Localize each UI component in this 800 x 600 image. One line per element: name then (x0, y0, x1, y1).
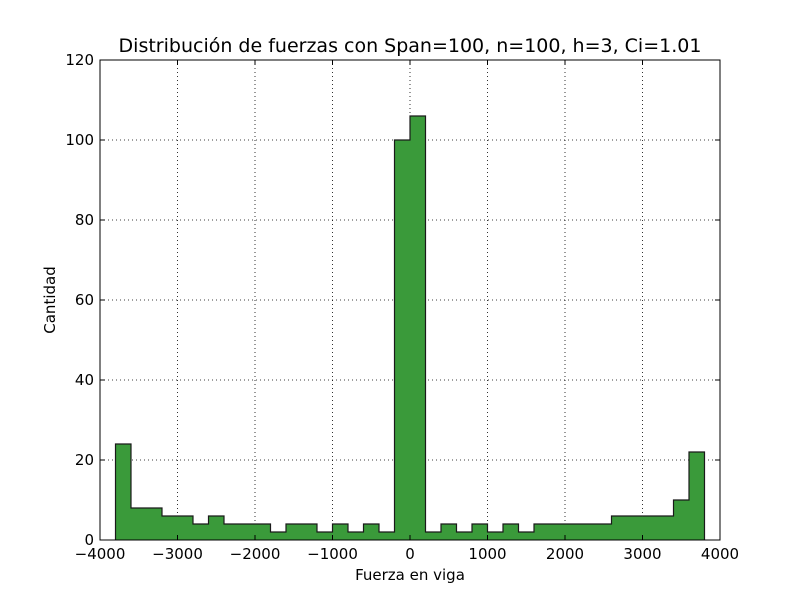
histogram-outline (114, 115, 706, 540)
x-tick-label: 2000 (546, 545, 584, 563)
histogram-bar (348, 532, 364, 540)
plot-frame (99, 59, 721, 541)
x-tick-labels: −4000 −3000 −2000 −1000 0 1000 2000 3000 4000 (75, 545, 739, 563)
histogram-bar (208, 516, 224, 540)
x-tick-label: 3000 (623, 545, 661, 563)
x-tick-label: 4000 (701, 545, 739, 563)
histogram-bar (394, 140, 410, 540)
y-tick-label: 0 (84, 531, 94, 549)
histogram-bar (379, 532, 395, 540)
chart-title: Distribución de fuerzas con Span=100, n=… (119, 35, 702, 57)
histogram-bar (627, 516, 643, 540)
y-tick-labels: 0 20 40 60 80 100 120 (65, 51, 94, 549)
y-tick-label: 20 (75, 451, 94, 469)
histogram-bar (332, 524, 348, 540)
histogram-bar (580, 524, 596, 540)
histogram-bar (146, 508, 162, 540)
histogram-bar (270, 532, 286, 540)
histogram-bar (363, 524, 379, 540)
histogram-bar (410, 116, 426, 540)
x-tick-label: −2000 (230, 545, 281, 563)
histogram-bar (301, 524, 317, 540)
histogram-bar (425, 532, 441, 540)
x-axis-label: Fuerza en viga (355, 566, 465, 584)
histogram-bar (193, 524, 209, 540)
histogram-bar (317, 532, 333, 540)
histogram-bar (565, 524, 581, 540)
x-tick-label: 1000 (468, 545, 506, 563)
histogram-bar (131, 508, 147, 540)
histogram-bar (549, 524, 565, 540)
histogram-bar (177, 516, 193, 540)
y-axis-label: Cantidad (41, 266, 59, 333)
y-tick-label: 40 (75, 371, 94, 389)
histogram-bar (115, 444, 131, 540)
x-tick-label: 0 (405, 545, 415, 563)
y-tick-label: 120 (65, 51, 94, 69)
histogram-bar (286, 524, 302, 540)
x-tick-label: −4000 (75, 545, 126, 563)
bars (114, 115, 706, 540)
x-tick-label: −3000 (152, 545, 203, 563)
histogram-bar (239, 524, 255, 540)
histogram-bar (611, 516, 627, 540)
histogram-bar (472, 524, 488, 540)
histogram-bar (503, 524, 519, 540)
y-tick-label: 80 (75, 211, 94, 229)
histogram-bar (224, 524, 240, 540)
histogram-bar (534, 524, 550, 540)
histogram-bar (642, 516, 658, 540)
histogram-bar (255, 524, 271, 540)
histogram-bar (518, 532, 534, 540)
histogram-bar (487, 532, 503, 540)
histogram-bar (689, 452, 705, 540)
histogram-bar (673, 500, 689, 540)
histogram-bar (456, 532, 472, 540)
histogram-bar (658, 516, 674, 540)
histogram-bar (596, 524, 612, 540)
histogram-bar (441, 524, 457, 540)
y-tick-label: 60 (75, 291, 94, 309)
y-tick-label: 100 (65, 131, 94, 149)
x-tick-label: −1000 (307, 545, 358, 563)
histogram-bar (162, 516, 178, 540)
